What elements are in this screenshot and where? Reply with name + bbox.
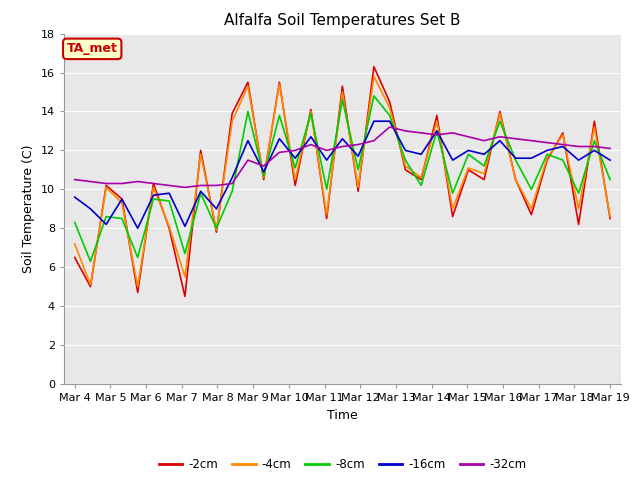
X-axis label: Time: Time — [327, 408, 358, 421]
Legend: -2cm, -4cm, -8cm, -16cm, -32cm: -2cm, -4cm, -8cm, -16cm, -32cm — [154, 454, 531, 476]
Title: Alfalfa Soil Temperatures Set B: Alfalfa Soil Temperatures Set B — [224, 13, 461, 28]
Y-axis label: Soil Temperature (C): Soil Temperature (C) — [22, 144, 35, 273]
Text: TA_met: TA_met — [67, 42, 118, 55]
